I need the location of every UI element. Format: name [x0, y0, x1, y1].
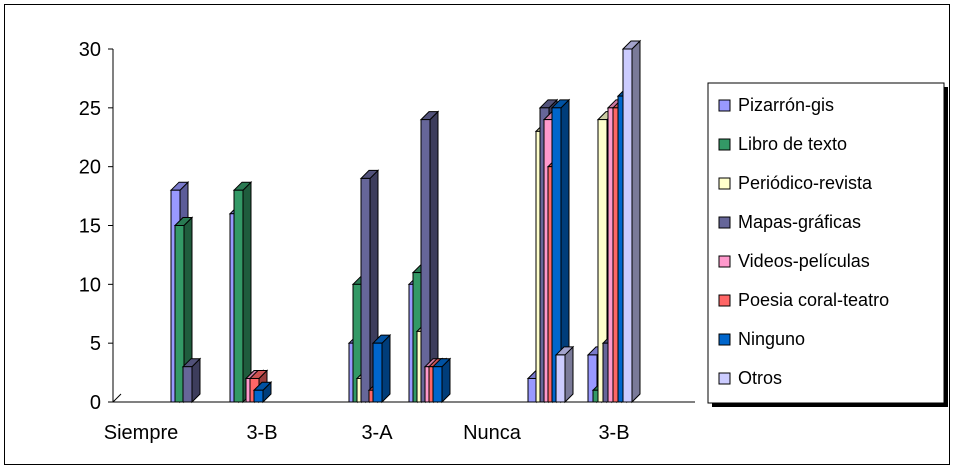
bar-3-6	[432, 366, 443, 403]
bar-0-3	[182, 366, 193, 403]
legend-label: Mapas-gráficas	[738, 212, 861, 232]
bar-b-7-side	[631, 39, 641, 404]
legend-swatch	[718, 138, 731, 151]
bar-3-3	[420, 119, 431, 403]
bar-1-1-side	[242, 180, 252, 404]
legend-label: Videos-películas	[738, 251, 870, 271]
category-label: Nunca	[463, 422, 522, 444]
legend-label: Otros	[738, 368, 782, 388]
legend-swatch	[718, 177, 731, 190]
bar-1-6	[253, 389, 264, 403]
legend-swatch	[718, 99, 731, 112]
bar-b-7	[622, 48, 633, 403]
bar-1-1	[233, 189, 244, 403]
bar-2-6-side	[381, 333, 391, 404]
y-tick-label: 30	[79, 39, 101, 61]
category-label: 3-B	[246, 422, 277, 444]
y-tick-label: 20	[79, 157, 101, 179]
chart-area: 0 5 10 15 20 25 30 Siempre 3-B 3-A Nunca 3-B Pizarró…	[4, 4, 950, 465]
bar-4-7	[555, 354, 566, 403]
x-axis-depth	[112, 393, 122, 403]
legend-swatch	[718, 216, 731, 229]
legend-label: Ninguno	[738, 329, 805, 349]
category-label: 3-A	[361, 422, 393, 444]
legend-swatch	[718, 255, 731, 268]
y-tick-label: 5	[90, 333, 101, 355]
legend-label: Poesia coral-teatro	[738, 290, 889, 310]
legend-label: Pizarrón-gis	[738, 95, 834, 115]
legend-swatch	[718, 372, 731, 385]
bar-chart: 0 5 10 15 20 25 30 Siempre 3-B 3-A Nunca 3-B Pizarró…	[79, 39, 948, 444]
y-tick-label: 25	[79, 98, 101, 120]
y-tick-label: 15	[79, 216, 101, 238]
bar-2-3	[360, 177, 371, 403]
y-tick-label: 10	[79, 274, 101, 296]
bar-2-6	[372, 342, 383, 403]
y-tick-label: 0	[90, 392, 101, 414]
legend-label: Periódico-revista	[738, 173, 873, 193]
legend-label: Libro de texto	[738, 134, 847, 154]
bar-0-1	[174, 225, 185, 403]
legend	[707, 82, 945, 404]
legend-swatch	[718, 294, 731, 307]
category-label: 3-B	[598, 422, 629, 444]
bar-4-7-side	[564, 345, 574, 404]
legend-swatch	[718, 333, 731, 346]
category-label: Siempre	[104, 422, 178, 444]
